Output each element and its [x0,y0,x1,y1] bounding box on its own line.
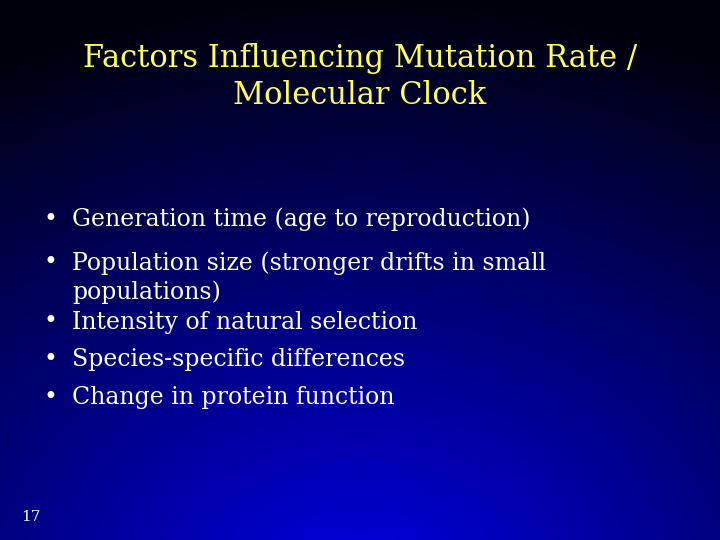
Text: Change in protein function: Change in protein function [72,386,395,409]
Text: Population size (stronger drifts in small
populations): Population size (stronger drifts in smal… [72,251,546,303]
Text: 17: 17 [22,510,41,524]
Text: •: • [43,348,58,372]
Text: Generation time (age to reproduction): Generation time (age to reproduction) [72,208,531,232]
Text: •: • [43,251,58,274]
Text: Factors Influencing Mutation Rate /
Molecular Clock: Factors Influencing Mutation Rate / Mole… [83,43,637,111]
Text: •: • [43,208,58,231]
Text: •: • [43,310,58,334]
Text: •: • [43,386,58,409]
Text: Intensity of natural selection: Intensity of natural selection [72,310,418,334]
Text: Species-specific differences: Species-specific differences [72,348,405,372]
